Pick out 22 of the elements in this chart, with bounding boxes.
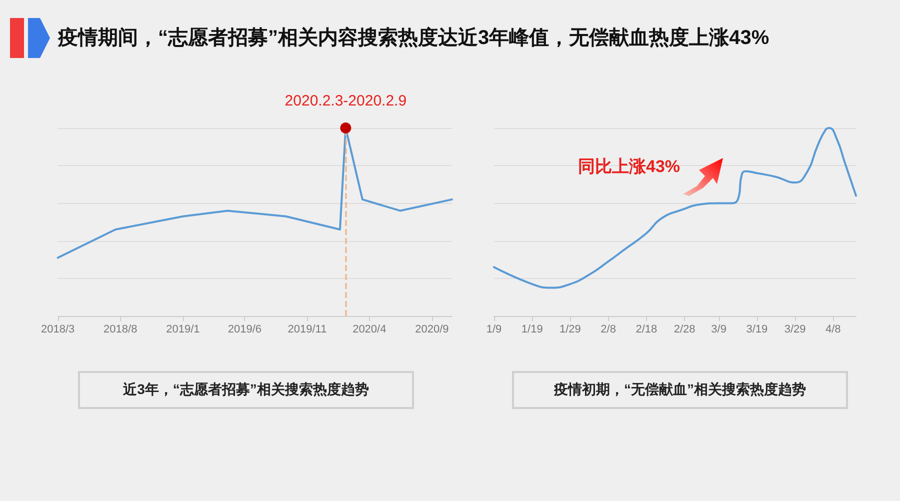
x-tick-label: 2/28	[674, 324, 696, 336]
x-tick-label: 2019/1	[166, 324, 200, 336]
x-tick-label: 2019/6	[228, 324, 262, 336]
x-tick-label: 1/19	[521, 324, 543, 336]
x-tick-label: 3/19	[746, 324, 768, 336]
x-tick-label: 2/18	[636, 324, 658, 336]
x-tick-label: 2018/8	[104, 324, 138, 336]
x-tick-label: 2019/11	[288, 324, 327, 336]
x-tick-label: 2018/3	[40, 324, 75, 336]
text: 近3年，“志愿者招募”相关搜索热度趋势	[78, 371, 414, 409]
annotation: 同比上涨43%	[578, 156, 680, 178]
annotation: 2020.2.3-2020.2.9	[284, 92, 407, 110]
x-tick-label: 2/8	[600, 324, 616, 336]
x-tick-label: 3/29	[784, 324, 806, 336]
text: 疫情初期，“无偿献血”相关搜索热度趋势	[512, 371, 848, 409]
x-tick-label: 4/8	[825, 324, 841, 336]
x-tick-label: 1/9	[486, 324, 502, 336]
x-tick-label: 1/29	[560, 324, 581, 336]
x-tick-label: 3/9	[711, 324, 726, 336]
text: 疫情期间，“志愿者招募”相关内容搜索热度达近3年峰值，无偿献血热度上涨43%	[58, 26, 770, 51]
x-tick-label: 2020/9	[415, 324, 449, 336]
x-tick-label: 2020/4	[352, 324, 386, 336]
